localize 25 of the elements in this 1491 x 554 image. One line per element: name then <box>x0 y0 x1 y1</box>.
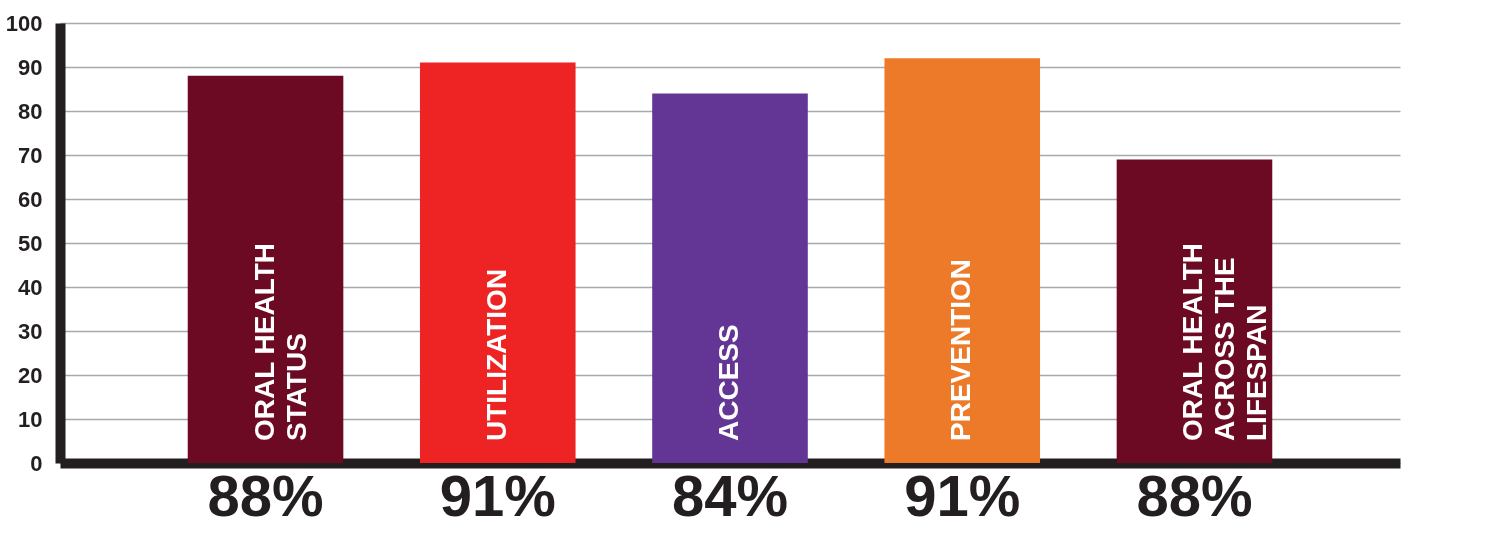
y-tick-label: 40 <box>18 274 43 300</box>
y-tick-label: 70 <box>18 142 43 168</box>
bar <box>652 93 808 463</box>
annotation: 88% <box>207 463 324 528</box>
bar <box>884 58 1041 463</box>
annotation: 91% <box>439 463 556 528</box>
annotation: 88% <box>1136 463 1253 528</box>
annotation: 91% <box>904 463 1021 528</box>
y-tick-label: 30 <box>18 318 43 344</box>
x-tick-label: ORAL HEALTH STATUS <box>248 242 312 441</box>
y-tick-label: 0 <box>30 450 43 476</box>
bar <box>187 75 344 463</box>
y-tick-label: 90 <box>18 54 43 80</box>
annotation: 84% <box>671 463 789 528</box>
y-tick-label: 80 <box>18 98 43 124</box>
x-tick-label: PREVENTION <box>945 258 977 441</box>
y-tick-label: 100 <box>5 10 43 36</box>
x-tick-label: UTILIZATION <box>480 268 512 441</box>
x-tick-label: ORAL HEALTH ACROSS THE LIFESPAN <box>1177 242 1273 441</box>
y-tick-label: 20 <box>18 362 43 388</box>
y-tick-label: 50 <box>18 230 43 256</box>
bar <box>419 62 576 463</box>
y-tick-label: 10 <box>18 406 43 432</box>
y-tick-label: 60 <box>18 186 43 212</box>
x-tick-label: ACCESS <box>713 324 744 441</box>
